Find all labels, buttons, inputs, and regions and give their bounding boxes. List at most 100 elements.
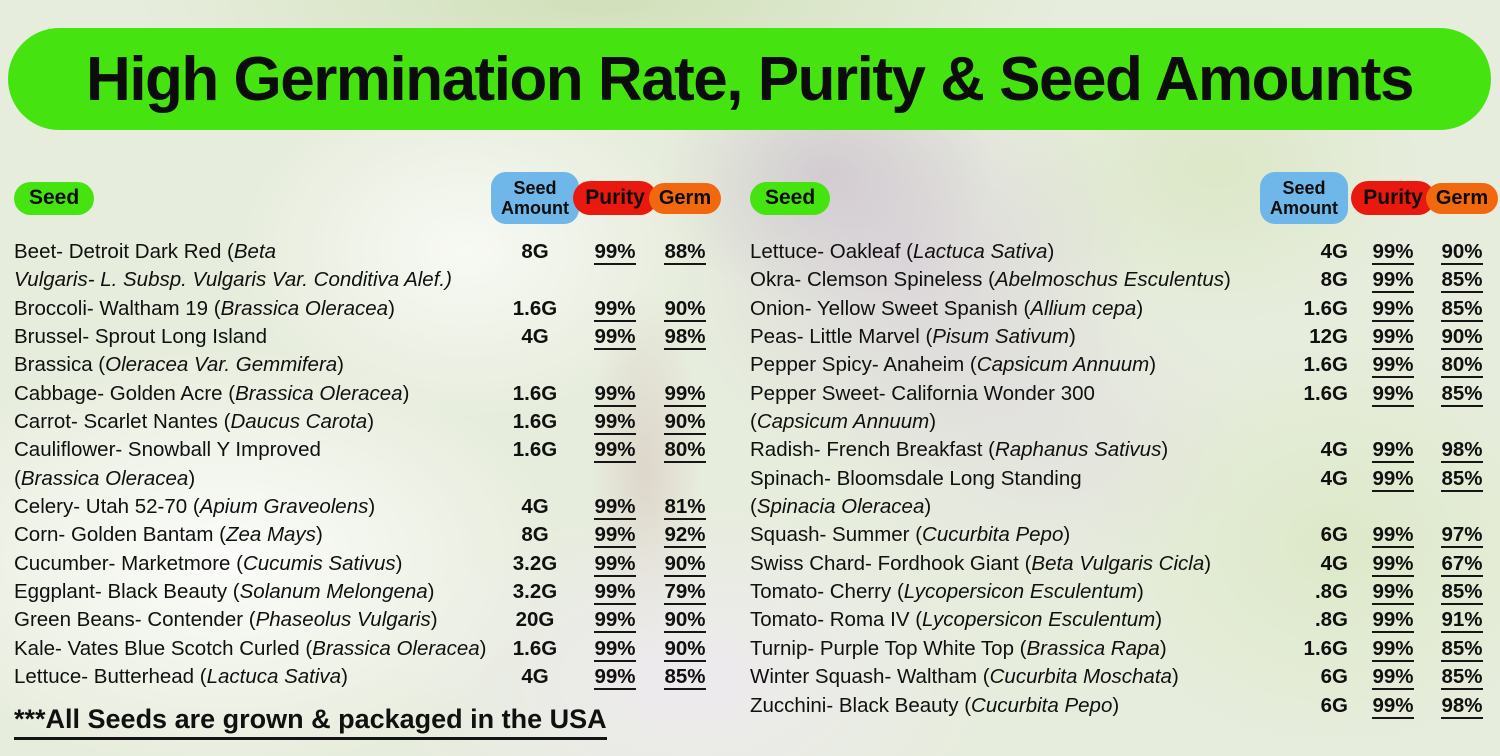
- seed-amount: 3.2G: [512, 551, 558, 575]
- purity-percent: 99%: [1372, 693, 1414, 719]
- purity-column-header: Purity: [573, 181, 657, 215]
- purity-value: 99%: [584, 238, 646, 265]
- purity-column-header: Purity: [1351, 181, 1435, 215]
- germ-value: 90%: [1432, 238, 1492, 265]
- purity-value: 99%: [1364, 550, 1422, 577]
- seed-amount-column-header: Seed Amount: [1260, 172, 1348, 224]
- table-row: Carrot- Scarlet Nantes (Daucus Carota) 1.…: [14, 408, 716, 436]
- seed-latin-name: Spinacia Oleracea: [756, 495, 925, 519]
- seed-amount: 4G: [521, 325, 549, 349]
- purity-value: 99%: [584, 635, 646, 662]
- seed-common-name: ): [1149, 353, 1157, 377]
- purity-value: 99%: [584, 606, 646, 634]
- germ-percent: 90%: [1441, 325, 1483, 351]
- seed-common-name: Beet- Detroit Dark Red (: [14, 240, 234, 263]
- germ-column-header: Germ: [1425, 182, 1499, 214]
- germ-percent: 90%: [664, 608, 706, 634]
- seed-name: Cucumber- Marketmore (Cucumis Sativus): [14, 550, 502, 577]
- seed-common-name: Cabbage- Golden Acre (: [14, 381, 236, 405]
- table-row: Winter Squash- Waltham (Cucurbita Moscha…: [750, 663, 1492, 691]
- seed-name: Turnip- Purple Top White Top (Brassica R…: [750, 635, 1278, 662]
- seed-latin-name: Pisum Sativum: [932, 325, 1069, 349]
- seed-name: Onion- Yellow Sweet Spanish (Allium cepa…: [750, 295, 1278, 322]
- amount-column-header-cell: Seed Amount: [491, 172, 579, 224]
- seed-common-name: ): [1137, 580, 1144, 604]
- seed-latin-name: Apium Graveolens: [199, 495, 369, 519]
- seed-amount: 4G: [521, 495, 549, 519]
- seed-name: Radish- French Breakfast (Raphanus Sativ…: [750, 436, 1278, 463]
- seed-common-name: ): [1136, 296, 1144, 320]
- seed-common-name: Tomato- Cherry (: [750, 580, 904, 604]
- seed-amount: .8G: [1314, 608, 1348, 632]
- germ-value: 90%: [654, 635, 716, 662]
- table-row: Green Beans- Contender (Phaseolus Vulgar…: [14, 606, 716, 634]
- table-row: Kale- Vates Blue Scotch Curled (Brassica…: [14, 635, 716, 663]
- purity-percent: 99%: [1372, 268, 1414, 294]
- purity-value: 99%: [584, 408, 646, 436]
- seed-common-name: Cauliflower- Snowball Y Improved: [14, 438, 321, 462]
- seed-common-name: Pepper Sweet- California Wonder 300: [750, 381, 1095, 405]
- germ-value: 97%: [1432, 521, 1492, 549]
- germ-percent: 97%: [1441, 523, 1483, 549]
- seed-name: Squash- Summer (Cucurbita Pepo): [750, 521, 1278, 548]
- germ-percent: 98%: [1441, 693, 1483, 719]
- table-row: Zucchini- Black Beauty (Cucurbita Pepo) 6…: [750, 692, 1492, 720]
- seed-name: Lettuce- Butterhead (Lactuca Sativa): [14, 663, 502, 690]
- seed-name: (Brassica Oleracea): [14, 465, 502, 492]
- seed-common-name: Kale- Vates Blue Scotch Curled (: [14, 636, 313, 660]
- germ-value: 98%: [1432, 692, 1492, 719]
- seed-latin-name: Capsicum Annuum: [976, 353, 1150, 377]
- seed-common-name: ): [388, 296, 395, 320]
- seed-name: Kale- Vates Blue Scotch Curled (Brassica…: [14, 635, 502, 662]
- germ-percent: 90%: [1441, 240, 1483, 265]
- table-row: Lettuce- Oakleaf (Lactuca Sativa) 4G 99% 90…: [750, 238, 1492, 266]
- seed-common-name: Okra- Clemson Spineless (: [750, 268, 995, 292]
- seed-latin-name: Beta Vulgaris Cicla: [1031, 551, 1205, 575]
- title-banner: High Germination Rate, Purity & Seed Amo…: [8, 28, 1491, 130]
- purity-percent: 99%: [1372, 608, 1414, 634]
- purity-percent: 99%: [594, 296, 636, 322]
- table-rows: Beet- Detroit Dark Red (Beta 8G 99% 88% Vulg…: [14, 238, 716, 692]
- seed-name: Winter Squash- Waltham (Cucurbita Moscha…: [750, 663, 1278, 690]
- seed-latin-name: Brassica Rapa: [1026, 636, 1160, 660]
- seed-name: Spinach- Bloomsdale Long Standing: [750, 465, 1278, 492]
- seed-amount: 1.6G: [1303, 636, 1348, 660]
- germ-percent: 67%: [1441, 551, 1483, 577]
- purity-value: 99%: [1364, 692, 1422, 719]
- germ-value: 80%: [654, 436, 716, 464]
- seed-amount: 8G: [1320, 268, 1348, 292]
- purity-value: 99%: [1364, 323, 1422, 351]
- seed-common-name: ): [479, 636, 487, 660]
- seed-column-header: Seed: [14, 181, 95, 215]
- seed-latin-name: Capsicum Annuum: [756, 410, 930, 434]
- seed-latin-name: Cucurbita Moschata: [989, 665, 1172, 689]
- table-row: Swiss Chard- Fordhook Giant (Beta Vulgar…: [750, 550, 1492, 578]
- purity-percent: 99%: [1372, 551, 1414, 577]
- seed-latin-name: Brassica Oleracea: [312, 636, 480, 660]
- seed-name: (Capsicum Annuum): [750, 408, 1278, 435]
- seed-amount: 8G: [521, 523, 549, 547]
- table-row: Lettuce- Butterhead (Lactuca Sativa) 4G 99…: [14, 663, 716, 691]
- purity-value: 99%: [1364, 465, 1422, 492]
- seed-name: Pepper Spicy- Anaheim (Capsicum Annuum): [750, 351, 1278, 378]
- seed-common-name: Pepper Spicy- Anaheim (: [750, 353, 977, 377]
- seed-amount: 6G: [1320, 693, 1348, 717]
- seed-common-name: Winter Squash- Waltham (: [750, 665, 990, 689]
- seed-common-name: ): [427, 580, 435, 604]
- seed-table-right: Seed Seed Amount Purity Germ Lettuce- Oa…: [750, 170, 1499, 720]
- seed-name: Brassica (Oleracea Var. Gemmifera): [14, 351, 502, 378]
- seed-common-name: ): [1155, 608, 1163, 632]
- seed-name: Zucchini- Black Beauty (Cucurbita Pepo): [750, 692, 1278, 719]
- seed-common-name: Eggplant- Black Beauty (: [14, 580, 240, 604]
- germ-value: 90%: [654, 295, 716, 322]
- purity-value: 99%: [1364, 521, 1422, 549]
- germ-value: 85%: [1432, 635, 1492, 662]
- seed-common-name: Squash- Summer (: [750, 523, 923, 547]
- purity-value: 99%: [584, 550, 646, 577]
- table-row: Turnip- Purple Top White Top (Brassica R…: [750, 635, 1492, 663]
- amount-column-header-cell: Seed Amount: [1260, 172, 1352, 224]
- seed-name: Okra- Clemson Spineless (Abelmoschus Esc…: [750, 266, 1278, 293]
- seed-latin-name: Cucurbita Pepo: [971, 693, 1113, 717]
- germ-value: 90%: [654, 408, 716, 436]
